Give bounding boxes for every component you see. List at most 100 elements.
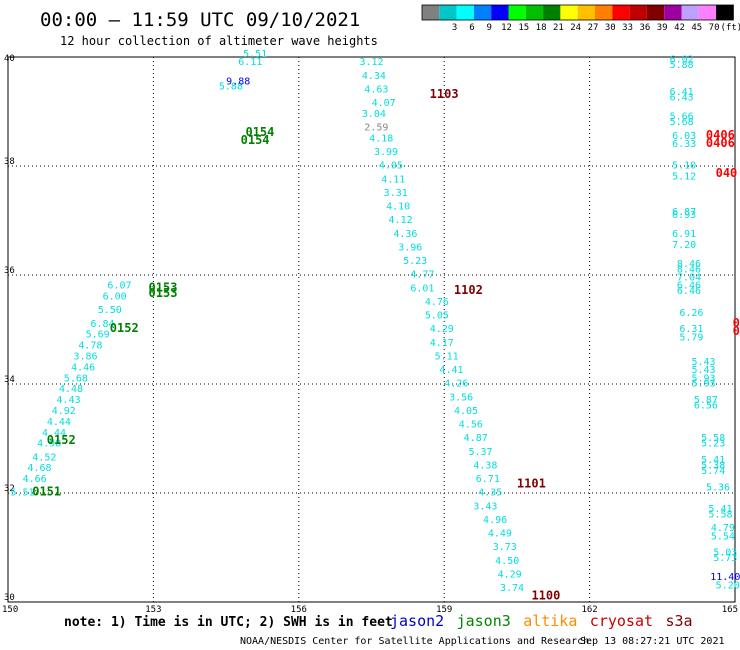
legend-swatch xyxy=(577,5,595,20)
swh-value-label: 3.12 xyxy=(359,57,383,68)
swh-value-label: 7.20 xyxy=(672,240,696,251)
legend-swatch xyxy=(595,5,613,20)
pass-time-label: 040 xyxy=(716,166,738,180)
swh-value-label: 4.66 xyxy=(23,474,47,485)
pass-time-label: 0406 xyxy=(706,136,735,150)
swh-value-label: 5.20 xyxy=(716,580,740,591)
swh-value-label: 5.88 xyxy=(219,82,243,93)
legend-label: (ft) xyxy=(721,23,740,33)
pass-time-label: 0153 xyxy=(149,286,178,300)
legend-label: 27 xyxy=(588,23,599,33)
swh-value-label: 8.46 xyxy=(677,264,701,275)
legend-label: 39 xyxy=(657,23,668,33)
satellite-name-s3a: s3a xyxy=(666,612,693,630)
swh-value-label: 4.29 xyxy=(498,569,522,580)
swh-value-label: 5.93 xyxy=(691,373,715,384)
lat-tick-label: 34 xyxy=(4,375,15,385)
footer-note: note: 1) Time is in UTC; 2) SWH is in fe… xyxy=(64,615,393,630)
lat-tick-label: 32 xyxy=(4,484,15,494)
lat-lon-grid xyxy=(8,57,735,602)
swh-value-label: 6.56 xyxy=(694,401,718,412)
swh-value-label: 2.59 xyxy=(364,123,388,134)
legend-swatch xyxy=(456,5,474,20)
swh-value-label: 4.10 xyxy=(386,202,410,213)
swh-value-label: 4.11 xyxy=(381,174,405,185)
legend-swatch xyxy=(560,5,578,20)
swh-value-label: 6.07 xyxy=(107,281,131,292)
pass-time-label: 0 xyxy=(733,316,740,330)
pass-time-label: 0406 xyxy=(706,128,735,142)
pass-time-label: 1100 xyxy=(531,588,560,602)
satellite-name-altika: altika xyxy=(523,612,577,630)
swh-value-label: 4.68 xyxy=(27,463,51,474)
swh-value-label: 3.04 xyxy=(362,109,386,120)
swh-value-label: 6.84 xyxy=(90,319,114,330)
swh-value-label: 4.38 xyxy=(473,460,497,471)
swh-value-label: 4.76 xyxy=(425,297,449,308)
swh-value-label: 3.74 xyxy=(500,583,524,594)
pass-time-label: 1101 xyxy=(517,477,546,491)
swh-value-label: 6.93 xyxy=(672,210,696,221)
swh-value-label: 6.01 xyxy=(410,283,434,294)
swh-value-label: 5.68 xyxy=(670,117,694,128)
swh-value-label: 4.34 xyxy=(362,71,386,82)
lat-tick-label: 38 xyxy=(4,157,15,167)
legend-label: 33 xyxy=(622,23,633,33)
legend-swatch xyxy=(612,5,630,20)
legend-label: 42 xyxy=(674,23,685,33)
swh-value-label: 3.96 xyxy=(398,242,422,253)
swh-value-label: 6.00 xyxy=(103,292,127,303)
pass-time-label: 0152 xyxy=(110,321,139,335)
swh-value-label: 3.73 xyxy=(493,542,517,553)
swh-value-label: 5.54 xyxy=(711,531,735,542)
legend-label: 18 xyxy=(536,23,547,33)
swh-data-points: 5.514.664.684.524.984.444.444.924.434.48… xyxy=(10,49,740,594)
swh-value-label: 4.56 xyxy=(459,420,483,431)
legend-label: 30 xyxy=(605,23,616,33)
swh-value-label: 5.41 xyxy=(708,504,732,515)
swh-value-label: 6.02 xyxy=(670,54,694,65)
pass-time-label: 0154 xyxy=(241,133,270,147)
satellite-legend: jason2 jason3 altika cryosat s3a xyxy=(390,612,693,630)
legend-swatch xyxy=(543,5,561,20)
pass-time-label: 1102 xyxy=(454,283,483,297)
swh-value-label: 4.50 xyxy=(495,556,519,567)
swh-value-label: 5.73 xyxy=(713,553,737,564)
swh-value-label: 5.68 xyxy=(64,373,88,384)
legend-label: 45 xyxy=(691,23,702,33)
swh-value-label: 5.23 xyxy=(701,439,725,450)
swh-value-label: 6.46 xyxy=(677,286,701,297)
map-subtitle: 12 hour collection of altimeter wave hei… xyxy=(60,34,378,48)
pass-time-label: 0151 xyxy=(32,485,61,499)
swh-value-label: 4.78 xyxy=(78,341,102,352)
swh-value-label: 4.17 xyxy=(430,338,454,349)
lon-tick-label: 162 xyxy=(581,605,597,615)
pass-time-label: 1103 xyxy=(430,87,459,101)
swh-value-label: 4.96 xyxy=(483,515,507,526)
legend-label: 9 xyxy=(486,23,491,33)
swh-value-label: 5.37 xyxy=(469,447,493,458)
legend-label: 24 xyxy=(570,23,581,33)
map-title: 00:00 – 11:59 UTC 09/10/2021 xyxy=(40,9,360,31)
lat-tick-label: 40 xyxy=(4,54,15,64)
swh-value-label: 4.79 xyxy=(711,523,735,534)
swh-value-label: 6.33 xyxy=(672,139,696,150)
pass-time-label: 0153 xyxy=(149,280,178,294)
footer-credit: NOAA/NESDIS Center for Satellite Applica… xyxy=(240,636,589,647)
swh-value-label: 4.35 xyxy=(478,488,502,499)
swh-value-label: 4.26 xyxy=(444,379,468,390)
swh-value-label: 5.79 xyxy=(679,332,703,343)
swh-value-label: 5.23 xyxy=(403,256,427,267)
axis-labels: 40 38 36 34 32 30 150 153 156 159 162 165 xyxy=(2,54,738,615)
swh-value-label: 5.12 xyxy=(672,172,696,183)
legend-swatch xyxy=(525,5,544,20)
swh-value-label: 5.69 xyxy=(86,330,110,341)
swh-value-label: 4.12 xyxy=(389,215,413,226)
legend-swatch xyxy=(508,5,526,20)
swh-value-label: 4.36 xyxy=(393,229,417,240)
swh-value-label: 4.63 xyxy=(364,84,388,95)
swh-value-label: 6.71 xyxy=(476,474,500,485)
swh-value-label: 4.46 xyxy=(71,362,95,373)
